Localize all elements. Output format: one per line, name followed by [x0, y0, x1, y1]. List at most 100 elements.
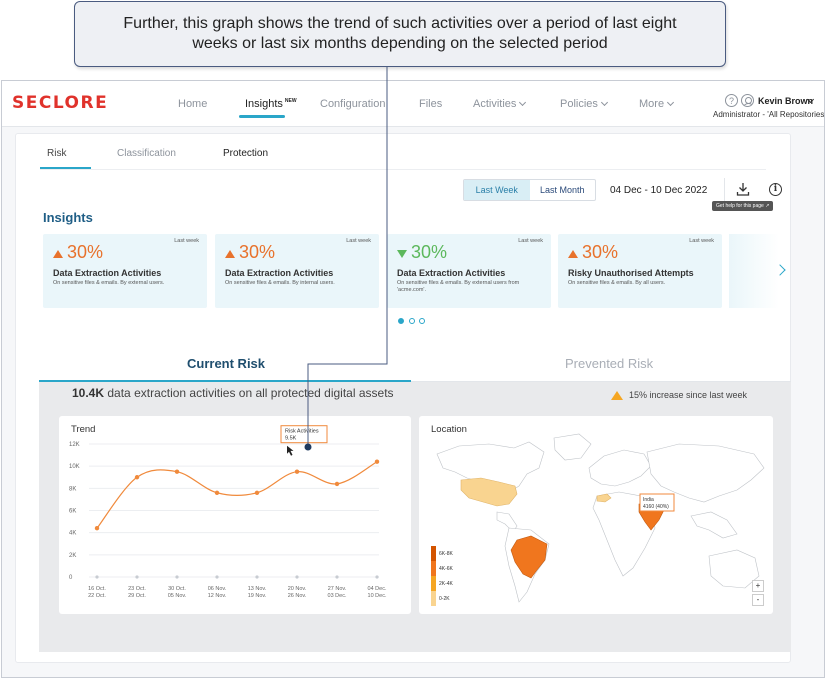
trend-line: [96, 461, 378, 529]
card-period: Last week: [518, 238, 543, 244]
x-tick-label: 13 Nov.: [248, 586, 267, 592]
chevron-down-icon: [600, 98, 608, 107]
card-title: Risky Unauthorised Attempts: [568, 268, 694, 278]
period-toggle: Last Week Last Month: [463, 179, 596, 201]
x-tick-label: 23 Oct.: [128, 586, 146, 592]
nav-active-indicator: [239, 115, 285, 118]
legend-swatch: [431, 546, 436, 561]
card-description: On sensitive files & emails. By internal…: [225, 280, 335, 286]
nav-configuration[interactable]: Configuration: [320, 98, 385, 110]
chevron-down-icon: [667, 98, 675, 107]
map-brazil[interactable]: [510, 535, 548, 579]
insight-card[interactable]: Last week 30% Data Extraction Activities…: [387, 234, 551, 308]
card-period: Last week: [689, 238, 714, 244]
info-icon[interactable]: i: [769, 183, 782, 196]
card-percentage: 30%: [582, 242, 619, 262]
y-tick-label: 2K: [69, 553, 76, 559]
x-tick-label: 04 Dec.: [368, 586, 387, 592]
tab-prevented-risk[interactable]: Prevented Risk: [565, 356, 654, 371]
map-legend: 6K-8K 4K-6K 2K-4K 0-2K: [431, 546, 453, 606]
nav-insights-label: Insights: [245, 98, 283, 110]
chevron-down-icon: [519, 98, 527, 107]
arrow-down-icon: [397, 250, 407, 258]
card-percentage: 30%: [67, 242, 104, 262]
insight-card[interactable]: Last week 30% Data Extraction Activities…: [215, 234, 379, 308]
nav-policies[interactable]: Policies: [560, 98, 608, 110]
increase-triangle-icon: [611, 391, 623, 400]
trend-tooltip-label: Risk Activities: [285, 429, 319, 435]
legend-swatch: [431, 591, 436, 606]
card-period: Last week: [346, 238, 371, 244]
zoom-in-button[interactable]: +: [752, 580, 764, 592]
user-avatar-icon[interactable]: [741, 94, 754, 107]
legend-label: 4K-6K: [439, 565, 453, 572]
card-description: On sensitive files & emails. By external…: [53, 280, 165, 286]
nav-activities[interactable]: Activities: [473, 98, 527, 110]
increase-text: 15% increase since last week: [629, 390, 748, 400]
carousel-dot[interactable]: [398, 318, 404, 324]
new-badge: NEW: [284, 98, 297, 104]
help-tooltip: Get help for this page ↗: [712, 201, 774, 211]
toolbar-divider: [724, 178, 725, 206]
subtab-classification[interactable]: Classification: [117, 148, 176, 159]
x-tick-dot: [175, 575, 179, 579]
trend-chart: 0 2K 4K 6K 8K 10K 12K 16 Oct.22 Oct. 23 Oct.29 O…: [69, 425, 387, 599]
x-tick-dot: [335, 575, 339, 579]
x-tick-dot: [375, 575, 379, 579]
insight-card-partial: [729, 234, 779, 308]
x-tick-label: 22 Oct.: [88, 593, 106, 599]
data-point: [374, 459, 380, 464]
subtab-risk[interactable]: Risk: [47, 148, 67, 159]
x-tick-label: 30 Oct.: [168, 586, 186, 592]
legend-label: 0-2K: [439, 595, 450, 602]
map-usa[interactable]: [460, 477, 518, 507]
tab-current-risk[interactable]: Current Risk: [187, 356, 266, 371]
nav-files[interactable]: Files: [419, 98, 442, 110]
nav-insights[interactable]: Insights NEW: [245, 98, 297, 110]
arrow-up-icon: [53, 250, 63, 258]
insight-card[interactable]: Last week 30% Data Extraction Activities…: [43, 234, 207, 308]
app-window: SECLORE Home Insights NEW Configuration F…: [1, 80, 825, 678]
x-tick-label: 20 Nov.: [288, 586, 307, 592]
risk-tab-divider: [39, 381, 791, 382]
y-tick-label: 8K: [69, 486, 76, 492]
date-range[interactable]: 04 Dec - 10 Dec 2022: [610, 185, 708, 196]
last-week-button[interactable]: Last Week: [464, 180, 530, 200]
x-tick-dot: [215, 575, 219, 579]
subtab-protection[interactable]: Protection: [223, 148, 269, 159]
card-description: On sensitive files & emails. By external…: [397, 280, 520, 293]
card-period: Last week: [174, 238, 199, 244]
zoom-out-button[interactable]: -: [752, 594, 764, 606]
nav-activities-label: Activities: [473, 98, 517, 110]
x-tick-dot: [135, 575, 139, 579]
arrow-up-icon: [225, 250, 235, 258]
india-tooltip: [639, 493, 675, 512]
nav-more[interactable]: More: [639, 98, 675, 110]
carousel-dot[interactable]: [409, 318, 415, 324]
legend-label: 6K-8K: [439, 550, 453, 557]
risk-content: 10.4K data extraction activities on all …: [39, 382, 791, 652]
map-eastern-europe[interactable]: [596, 493, 612, 503]
help-icon[interactable]: ?: [725, 94, 738, 107]
user-name[interactable]: Kevin Brown: [758, 96, 814, 106]
summary-count: 10.4K: [72, 386, 105, 400]
y-tick-label: 0: [69, 575, 73, 581]
carousel-dot[interactable]: [419, 318, 425, 324]
nav-home[interactable]: Home: [178, 98, 207, 110]
x-tick-label: 06 Nov.: [208, 586, 227, 592]
data-point: [214, 490, 220, 495]
app-footer: [2, 663, 824, 677]
insight-card[interactable]: Last week 30% Risky Unauthorised Attempt…: [558, 234, 722, 308]
arrow-up-icon: [568, 250, 578, 258]
seclore-logo[interactable]: SECLORE: [12, 93, 109, 113]
x-tick-label: 05 Nov.: [168, 593, 187, 599]
nav-home-label: Home: [178, 98, 208, 110]
x-tick-dot: [255, 575, 259, 579]
x-tick-dot: [95, 575, 99, 579]
insights-panel: Risk Classification Protection Last Week…: [15, 133, 791, 663]
last-month-button[interactable]: Last Month: [539, 185, 585, 195]
y-tick-label: 10K: [69, 464, 80, 470]
nav-files-label: Files: [419, 98, 443, 110]
india-tooltip-value: 4160 (40%): [643, 504, 669, 510]
download-icon[interactable]: [736, 182, 750, 196]
